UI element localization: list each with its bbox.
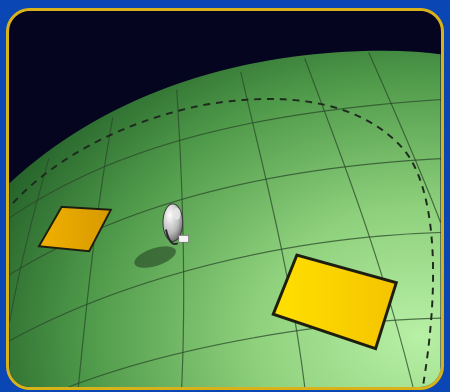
game-viewport[interactable]	[6, 8, 444, 390]
astronaut-icon[interactable]	[162, 203, 189, 245]
trajectory-path	[9, 98, 435, 387]
landing-pad-small[interactable]	[37, 205, 113, 253]
planet-scene[interactable]	[9, 11, 441, 387]
grid-longitudes	[9, 52, 441, 387]
grid-latitudes	[9, 98, 441, 387]
figure-shadow	[134, 246, 176, 268]
landing-pad-large[interactable]	[271, 253, 399, 351]
